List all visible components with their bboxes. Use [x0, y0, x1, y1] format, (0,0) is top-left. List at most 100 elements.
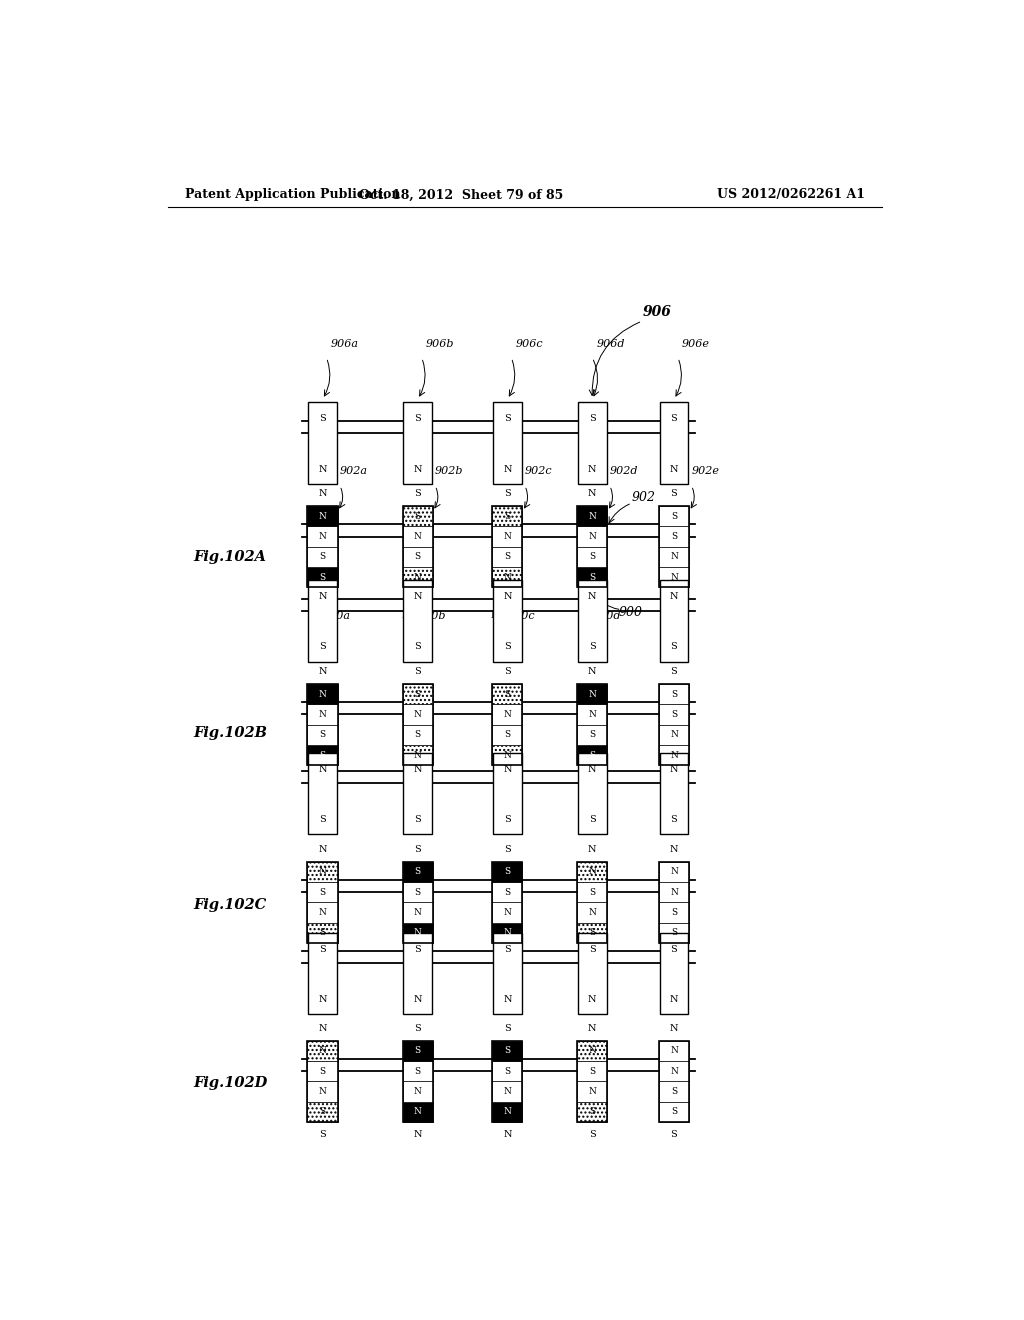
Bar: [578, 903, 607, 923]
Bar: [493, 684, 522, 704]
Bar: [493, 923, 522, 942]
Bar: [578, 506, 607, 587]
Text: 900c: 900c: [507, 611, 535, 620]
Text: N: N: [670, 1067, 678, 1076]
Bar: [578, 506, 607, 527]
Bar: [493, 725, 522, 744]
Bar: [402, 862, 433, 942]
Text: S: S: [671, 1086, 677, 1096]
Text: 906e: 906e: [682, 339, 710, 350]
Bar: [494, 752, 521, 834]
Text: S: S: [319, 1067, 326, 1076]
Text: N: N: [414, 573, 422, 582]
Bar: [578, 923, 607, 942]
Text: 900b: 900b: [418, 611, 446, 620]
Text: 900d: 900d: [592, 611, 621, 620]
Text: S: S: [319, 595, 326, 605]
Bar: [578, 933, 606, 1014]
Text: 902e: 902e: [691, 466, 720, 475]
Text: 902b: 902b: [435, 466, 464, 475]
Bar: [494, 581, 521, 661]
Bar: [493, 744, 522, 766]
Text: S: S: [671, 710, 677, 719]
Bar: [658, 546, 689, 568]
Text: S: S: [504, 490, 511, 499]
Text: S: S: [319, 414, 326, 424]
Text: Patent Application Publication: Patent Application Publication: [185, 189, 400, 202]
Bar: [578, 1040, 607, 1061]
Bar: [402, 684, 433, 704]
Text: S: S: [415, 643, 421, 651]
Bar: [402, 1040, 433, 1122]
Text: S: S: [504, 552, 510, 561]
Text: S: S: [319, 643, 326, 651]
Bar: [578, 752, 606, 834]
Bar: [493, 506, 522, 587]
Text: N: N: [670, 888, 678, 896]
Text: N: N: [318, 845, 327, 854]
Text: N: N: [504, 710, 511, 719]
Text: N: N: [589, 532, 596, 541]
Bar: [578, 1061, 607, 1081]
Text: N: N: [318, 908, 327, 917]
Text: N: N: [504, 1086, 511, 1096]
Text: 902: 902: [632, 491, 656, 504]
Bar: [493, 568, 522, 587]
Bar: [493, 862, 522, 882]
Text: N: N: [589, 867, 596, 876]
Text: S: S: [671, 945, 677, 953]
Bar: [578, 684, 607, 766]
Text: N: N: [589, 1047, 596, 1055]
Text: N: N: [414, 1086, 422, 1096]
Text: N: N: [589, 710, 596, 719]
Text: S: S: [504, 816, 511, 824]
Bar: [308, 752, 337, 834]
Bar: [493, 862, 522, 942]
Bar: [402, 506, 433, 527]
Bar: [658, 684, 689, 766]
Text: N: N: [490, 611, 500, 620]
Bar: [402, 527, 433, 546]
Bar: [658, 704, 689, 725]
Text: S: S: [504, 867, 510, 876]
Text: N: N: [503, 465, 512, 474]
Text: S: S: [415, 689, 421, 698]
Bar: [308, 581, 337, 661]
Bar: [493, 704, 522, 725]
Bar: [402, 684, 433, 766]
Bar: [493, 1061, 522, 1081]
Text: N: N: [401, 611, 410, 620]
Bar: [307, 546, 338, 568]
Text: N: N: [504, 1107, 511, 1117]
Bar: [307, 1102, 338, 1122]
Bar: [307, 903, 338, 923]
Text: Fig.102D: Fig.102D: [194, 1076, 267, 1090]
Bar: [493, 903, 522, 923]
Bar: [307, 744, 338, 766]
Bar: [658, 684, 689, 704]
Bar: [578, 581, 606, 661]
Bar: [658, 1040, 689, 1061]
Bar: [402, 506, 433, 587]
Bar: [578, 1081, 607, 1102]
Text: N: N: [503, 1130, 512, 1139]
Bar: [307, 506, 338, 527]
Text: S: S: [504, 845, 511, 854]
Bar: [658, 506, 689, 527]
Text: S: S: [319, 552, 326, 561]
Text: 902a: 902a: [340, 466, 368, 475]
Text: N: N: [414, 774, 422, 781]
Text: S: S: [319, 1107, 326, 1117]
Text: S: S: [671, 490, 677, 499]
Bar: [578, 546, 607, 568]
Text: N: N: [318, 764, 327, 774]
Bar: [658, 568, 689, 587]
Text: S: S: [589, 414, 596, 424]
Text: S: S: [319, 888, 326, 896]
Text: N: N: [318, 465, 327, 474]
Text: N: N: [504, 908, 511, 917]
Text: S: S: [504, 730, 510, 739]
Text: S: S: [671, 908, 677, 917]
Text: N: N: [414, 908, 422, 917]
Bar: [578, 725, 607, 744]
